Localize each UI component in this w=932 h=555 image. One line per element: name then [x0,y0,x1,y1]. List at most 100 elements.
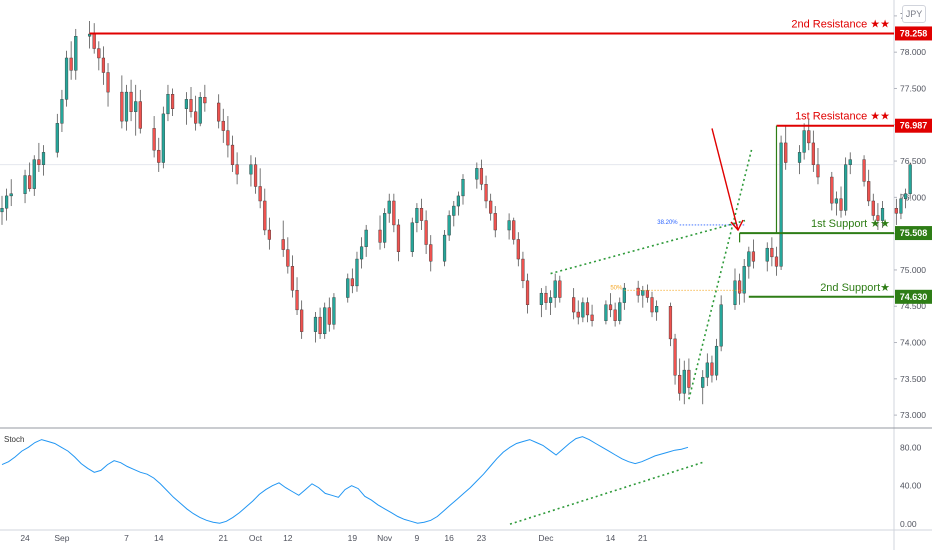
candle[interactable] [189,87,193,118]
candle[interactable] [894,198,898,225]
candle[interactable] [802,123,806,160]
candle[interactable] [484,175,488,209]
candle[interactable] [230,135,235,172]
candle[interactable] [682,360,686,405]
candle[interactable] [871,193,875,221]
candle[interactable] [442,230,447,267]
candle[interactable] [346,273,350,303]
candle[interactable] [28,162,32,192]
candle[interactable] [645,284,649,303]
candle[interactable] [69,41,73,80]
candle[interactable] [525,273,530,314]
candle[interactable] [37,142,41,172]
stochastic-panel[interactable] [1,436,706,525]
candle[interactable] [636,280,640,303]
candle[interactable] [263,188,267,236]
candle[interactable] [194,95,198,131]
candle[interactable] [475,162,479,189]
candle[interactable] [120,75,124,129]
candle[interactable] [74,28,78,80]
candle[interactable] [816,147,820,185]
currency-button[interactable]: JPY [902,5,926,23]
candle[interactable] [267,217,271,250]
candle[interactable] [452,200,456,227]
candle[interactable] [32,155,36,196]
candle[interactable] [899,193,903,220]
candle[interactable] [396,219,401,262]
candle[interactable] [544,285,548,310]
candle[interactable] [106,63,110,107]
candle[interactable] [705,353,709,387]
candle[interactable] [327,297,331,332]
candle[interactable] [258,168,262,209]
candle[interactable] [834,191,839,216]
candle[interactable] [387,193,391,223]
candle[interactable] [166,84,170,122]
candle[interactable] [101,46,106,85]
candle[interactable] [701,370,705,405]
candle[interactable] [221,108,225,143]
candle[interactable] [249,155,253,187]
candle[interactable] [719,295,723,352]
candle[interactable] [152,116,156,158]
candle[interactable] [290,255,295,298]
candle[interactable] [378,215,382,250]
candle[interactable] [41,145,46,176]
candle[interactable] [97,41,101,71]
candle[interactable] [493,206,497,238]
candle[interactable] [129,79,133,122]
candle[interactable] [0,195,4,225]
candle[interactable] [447,210,451,241]
candle[interactable] [668,302,673,347]
candle[interactable] [608,293,613,318]
candle[interactable] [622,283,626,310]
price-panel[interactable] [0,20,912,405]
candle[interactable] [751,239,756,269]
candle[interactable] [867,169,871,207]
candle[interactable] [170,88,175,117]
candle[interactable] [281,220,285,257]
candle[interactable] [765,242,769,272]
candle[interactable] [332,293,336,330]
candle[interactable] [742,259,746,303]
candle[interactable] [479,159,484,191]
candle[interactable] [553,273,557,308]
candle[interactable] [60,89,64,133]
candle[interactable] [558,275,562,303]
candle[interactable] [64,50,69,107]
candle[interactable] [784,126,788,170]
candle[interactable] [613,302,617,327]
candle[interactable] [461,174,465,205]
candle[interactable] [300,300,304,339]
candle[interactable] [217,94,221,129]
candle[interactable] [539,288,543,318]
candle[interactable] [839,186,843,218]
candle[interactable] [738,273,742,305]
candle[interactable] [226,116,230,158]
candle[interactable] [655,300,659,321]
candle[interactable] [410,217,414,257]
candle[interactable] [429,235,433,272]
candle[interactable] [295,277,299,315]
candle[interactable] [747,246,751,279]
candle[interactable] [811,130,815,172]
candle[interactable] [235,152,239,185]
candle[interactable] [848,152,852,175]
candle[interactable] [203,84,207,112]
candle[interactable] [253,157,258,194]
candle[interactable] [572,288,576,320]
candle[interactable] [604,300,608,325]
candle[interactable] [383,208,387,249]
candle[interactable] [198,92,202,127]
candle[interactable] [23,169,27,204]
candle[interactable] [903,188,908,209]
candle[interactable] [92,23,96,54]
candle[interactable] [576,300,580,325]
candle[interactable] [138,89,142,134]
candle[interactable] [862,155,866,187]
candle[interactable] [590,304,594,327]
candle[interactable] [359,237,364,269]
candle[interactable] [678,358,682,401]
